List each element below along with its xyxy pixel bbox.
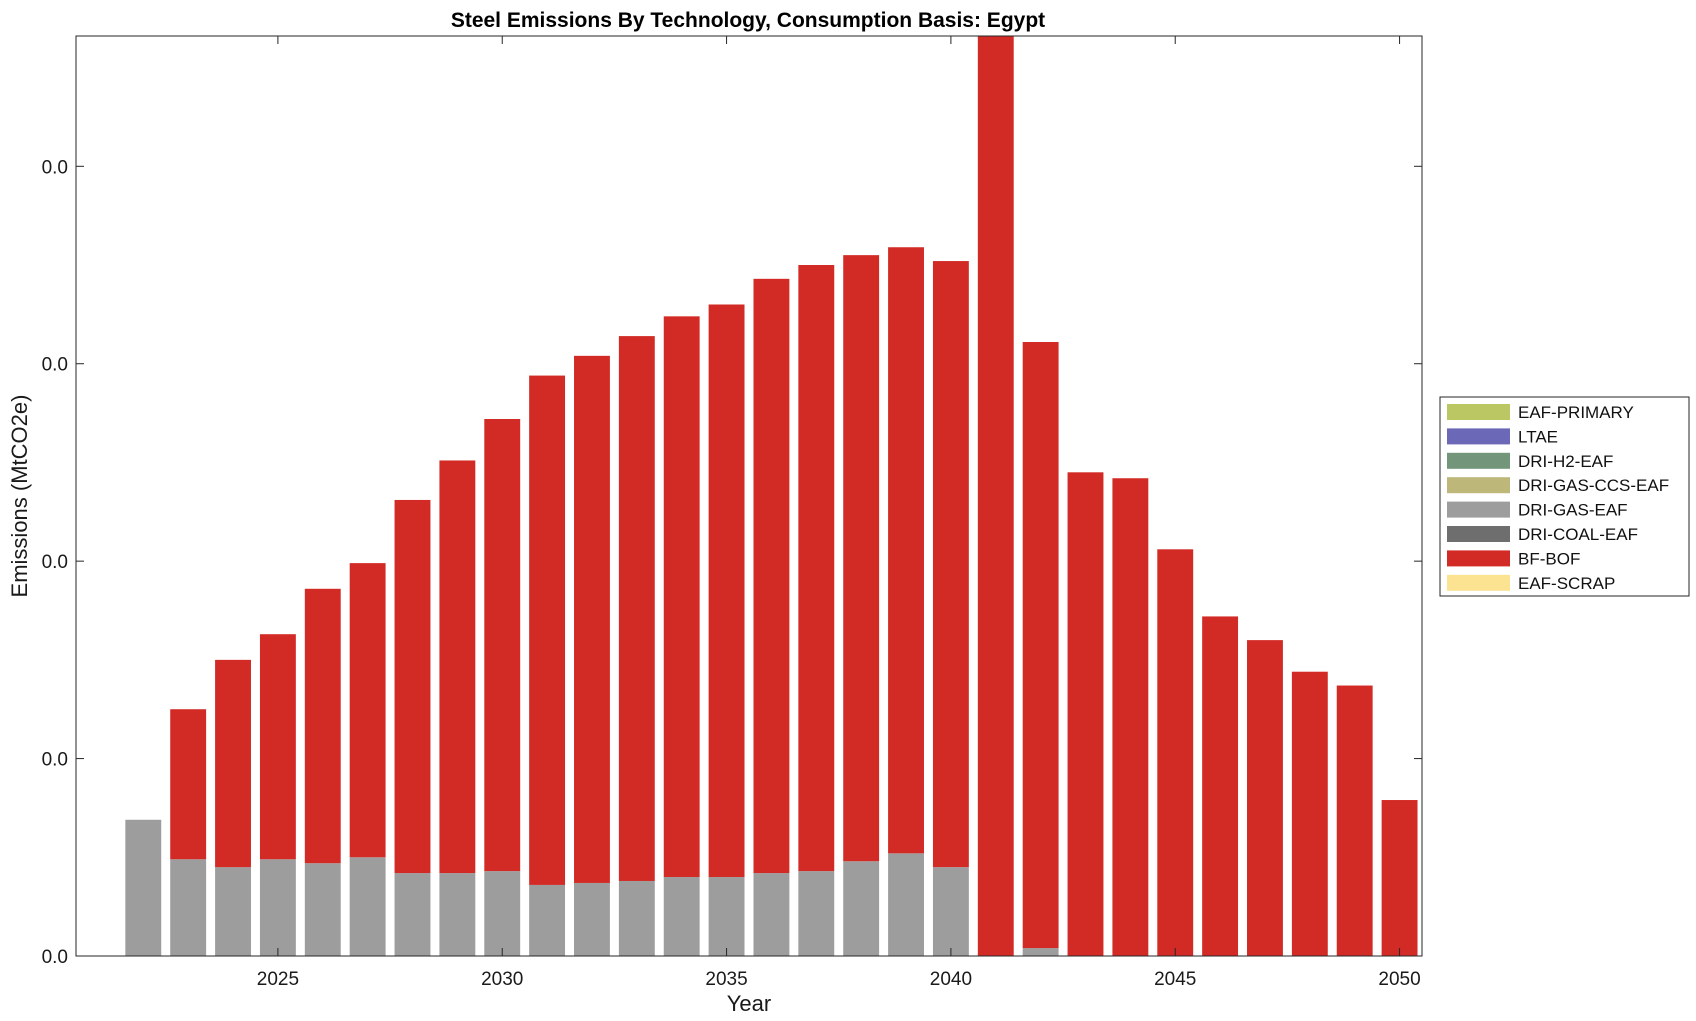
legend-label-dri-gas-ccs-eaf: DRI-GAS-CCS-EAF <box>1518 476 1669 495</box>
bars-layer <box>125 36 1418 956</box>
bar-dri-gas-eaf-2025 <box>259 859 296 956</box>
plot-area <box>76 36 1422 956</box>
legend-label-eaf-primary: EAF-PRIMARY <box>1518 403 1634 422</box>
legend: EAF-PRIMARY LTAE DRI-H2-EAF DRI-GAS-CCS-EAF… <box>1439 396 1690 597</box>
legend-items: EAF-PRIMARY LTAE DRI-H2-EAF DRI-GAS-CCS-EAF… <box>1447 403 1669 593</box>
y-tick-label: 0.0 <box>42 157 68 178</box>
legend-label-ltae: LTAE <box>1518 427 1558 446</box>
bar-bf-bof-2032 <box>574 355 610 883</box>
legend-label-dri-gas-eaf: DRI-GAS-EAF <box>1518 501 1628 520</box>
bar-bf-bof-2042 <box>1022 342 1059 949</box>
bar-dri-gas-eaf-2022 <box>125 819 162 956</box>
bar-dri-gas-eaf-2023 <box>170 859 207 956</box>
bar-bf-bof-2034 <box>663 316 700 878</box>
y-tick-label: 0.0 <box>42 355 68 376</box>
bar-dri-gas-eaf-2042 <box>1022 948 1059 956</box>
bar-dri-gas-eaf-2029 <box>439 873 476 956</box>
bar-dri-gas-eaf-2026 <box>304 863 341 956</box>
bar-dri-gas-eaf-2038 <box>843 861 880 956</box>
bar-bf-bof-2050 <box>1381 800 1418 956</box>
bar-dri-gas-eaf-2031 <box>529 884 566 956</box>
bar-bf-bof-2024 <box>215 659 251 868</box>
bar-bf-bof-2039 <box>888 247 924 854</box>
bar-bf-bof-2035 <box>708 304 745 878</box>
legend-swatch-dri-coal-eaf <box>1447 526 1510 542</box>
y-axis-title: Emissions (MtCO2e) <box>7 395 32 598</box>
x-axis-title: Year <box>727 991 771 1016</box>
bar-bf-bof-2038 <box>843 255 880 862</box>
bar-bf-bof-2044 <box>1112 478 1149 956</box>
x-tick-label: 2045 <box>1154 969 1196 990</box>
x-tick-label: 2035 <box>705 969 747 990</box>
legend-swatch-bf-bof <box>1447 550 1510 567</box>
bar-bf-bof-2029 <box>439 460 476 874</box>
ticks-layer: 2025 2030 2035 2040 2045 2050 0.0 0.0 0.0 0.0 0.0 <box>42 36 1422 990</box>
legend-swatch-eaf-scrap <box>1447 574 1510 591</box>
bar-bf-bof-2040 <box>932 261 969 868</box>
legend-label-bf-bof: BF-BOF <box>1518 549 1580 568</box>
x-tick-label: 2050 <box>1378 969 1420 990</box>
bar-bf-bof-2043 <box>1067 472 1104 956</box>
bar-dri-gas-eaf-2024 <box>215 867 251 956</box>
legend-swatch-dri-gas-ccs-eaf <box>1447 477 1510 494</box>
legend-swatch-dri-gas-eaf <box>1447 501 1510 518</box>
bar-bf-bof-2048 <box>1291 671 1328 956</box>
legend-swatch-eaf-primary <box>1447 404 1510 420</box>
x-tick-label: 2030 <box>481 969 523 990</box>
bar-bf-bof-2030 <box>484 419 521 872</box>
bar-dri-gas-eaf-2027 <box>349 857 386 956</box>
bar-bf-bof-2033 <box>618 336 655 881</box>
bar-dri-gas-eaf-2037 <box>798 871 835 956</box>
bar-bf-bof-2025 <box>259 634 296 860</box>
plot-frame <box>75 35 1423 957</box>
bar-dri-gas-eaf-2039 <box>888 853 924 956</box>
bar-dri-gas-eaf-2033 <box>618 880 655 956</box>
legend-label-dri-coal-eaf: DRI-COAL-EAF <box>1518 525 1638 544</box>
bar-dri-gas-eaf-2030 <box>484 871 521 956</box>
bar-bf-bof-2037 <box>798 265 835 872</box>
legend-label-dri-h2-eaf: DRI-H2-EAF <box>1518 452 1613 471</box>
bar-bf-bof-2026 <box>304 588 341 864</box>
bar-bf-bof-2023 <box>170 709 207 860</box>
y-tick-label: 0.0 <box>42 750 68 771</box>
legend-swatch-dri-h2-eaf <box>1447 452 1510 469</box>
bar-bf-bof-2027 <box>349 563 386 858</box>
bar-bf-bof-2047 <box>1247 640 1283 956</box>
bar-bf-bof-2046 <box>1202 616 1239 956</box>
x-tick-label: 2040 <box>930 969 972 990</box>
bar-bf-bof-2049 <box>1336 685 1373 956</box>
bar-dri-gas-eaf-2032 <box>574 882 610 956</box>
y-tick-label: 0.0 <box>42 552 68 573</box>
bar-bf-bof-2041 <box>977 36 1014 956</box>
chart-title: Steel Emissions By Technology, Consumpti… <box>451 9 1045 32</box>
y-tick-label: 0.0 <box>42 947 68 968</box>
x-tick-label: 2025 <box>257 969 299 990</box>
bar-dri-gas-eaf-2035 <box>708 877 745 956</box>
bar-bf-bof-2028 <box>394 499 431 874</box>
bar-dri-gas-eaf-2028 <box>394 873 431 956</box>
legend-swatch-ltae <box>1447 428 1510 445</box>
bar-dri-gas-eaf-2034 <box>663 877 700 956</box>
bar-bf-bof-2045 <box>1157 549 1194 956</box>
legend-label-eaf-scrap: EAF-SCRAP <box>1518 574 1615 593</box>
bar-dri-gas-eaf-2036 <box>753 873 790 956</box>
bar-dri-gas-eaf-2040 <box>932 867 969 956</box>
bar-bf-bof-2031 <box>529 375 566 885</box>
bar-bf-bof-2036 <box>753 278 790 874</box>
